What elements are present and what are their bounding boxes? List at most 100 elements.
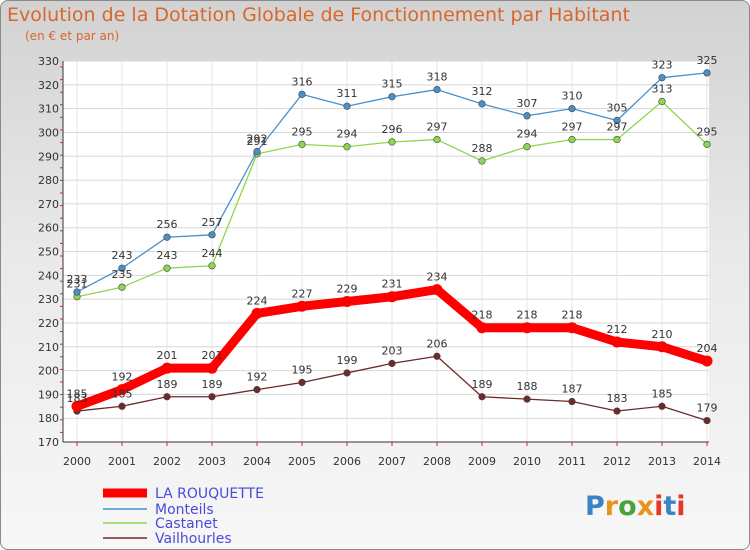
- data-label: 315: [382, 78, 403, 91]
- legend-label: Vailhourles: [155, 531, 232, 547]
- data-point: [386, 291, 398, 303]
- x-tick-label: 2007: [378, 455, 406, 468]
- y-tick-label: 300: [38, 126, 59, 139]
- y-tick-label: 270: [38, 198, 59, 211]
- data-point: [298, 140, 306, 148]
- data-label: 199: [337, 354, 358, 367]
- y-tick-label: 290: [38, 150, 59, 163]
- y-tick-label: 280: [38, 174, 59, 187]
- data-label: 243: [112, 249, 133, 262]
- y-tick-label: 230: [38, 293, 59, 306]
- y-tick-label: 180: [38, 412, 59, 425]
- data-label: 311: [337, 87, 358, 100]
- x-tick-label: 2014: [693, 455, 721, 468]
- data-label: 231: [67, 278, 88, 291]
- data-label: 294: [517, 128, 538, 141]
- data-point: [343, 369, 351, 377]
- data-label: 297: [607, 121, 628, 134]
- x-tick-label: 2002: [153, 455, 181, 468]
- y-tick-label: 220: [38, 317, 59, 330]
- data-point: [163, 393, 171, 401]
- y-tick-label: 250: [38, 246, 59, 259]
- x-tick-label: 2003: [198, 455, 226, 468]
- data-point: [703, 69, 711, 77]
- data-label: 235: [112, 268, 133, 281]
- data-point: [658, 97, 666, 106]
- x-tick-label: 2006: [333, 455, 361, 468]
- data-label: 312: [472, 85, 493, 98]
- data-label: 179: [697, 402, 718, 415]
- data-label: 201: [202, 349, 223, 362]
- data-label: 325: [697, 54, 718, 67]
- data-point: [658, 402, 666, 410]
- data-point: [613, 116, 621, 125]
- data-point: [611, 336, 623, 348]
- data-point: [71, 400, 83, 412]
- data-point: [206, 362, 218, 374]
- data-point: [703, 416, 711, 425]
- data-label: 185: [112, 387, 133, 400]
- data-point: [73, 288, 81, 296]
- data-point: [161, 362, 173, 374]
- data-point: [388, 138, 396, 146]
- data-label: 183: [67, 392, 88, 405]
- data-point: [656, 341, 668, 353]
- legend-label: Monteils: [155, 502, 214, 518]
- data-point: [296, 300, 308, 312]
- data-label: 231: [382, 278, 403, 291]
- data-point: [388, 359, 396, 368]
- data-point: [433, 85, 441, 94]
- y-tick-label: 200: [38, 365, 59, 378]
- x-tick-label: 2013: [648, 455, 676, 468]
- x-tick-label: 2008: [423, 455, 451, 468]
- data-point: [118, 283, 126, 291]
- data-point: [478, 157, 486, 165]
- y-tick-label: 210: [38, 341, 59, 354]
- data-label: 294: [337, 128, 358, 141]
- data-point: [478, 393, 486, 401]
- data-label: 318: [427, 71, 448, 84]
- chart-title: Evolution de la Dotation Globale de Fonc…: [7, 4, 630, 26]
- data-label: 212: [607, 323, 628, 336]
- data-point: [298, 378, 306, 387]
- data-point: [208, 393, 216, 401]
- data-point: [478, 100, 486, 108]
- data-label: 210: [652, 328, 673, 341]
- data-point: [476, 322, 488, 334]
- data-label: 192: [247, 371, 268, 384]
- data-point: [116, 384, 128, 396]
- data-point: [523, 143, 531, 151]
- data-label: 233: [67, 273, 88, 286]
- data-label: 218: [562, 309, 583, 322]
- data-label: 203: [382, 344, 403, 357]
- data-label: 297: [427, 121, 448, 134]
- data-point: [163, 233, 171, 241]
- data-point: [568, 105, 576, 113]
- data-point: [208, 231, 216, 239]
- y-tick-label: 170: [38, 436, 59, 449]
- data-point: [253, 386, 261, 394]
- data-label: 188: [517, 380, 538, 393]
- data-point: [701, 355, 713, 367]
- x-tick-label: 2011: [558, 455, 586, 468]
- data-label: 218: [517, 309, 538, 322]
- data-point: [523, 112, 531, 120]
- data-point: [431, 284, 443, 296]
- data-point: [388, 93, 396, 101]
- data-label: 292: [247, 132, 268, 145]
- data-point: [703, 140, 711, 148]
- data-label: 305: [607, 102, 628, 115]
- y-tick-label: 310: [38, 103, 59, 116]
- data-point: [343, 102, 351, 110]
- data-point: [343, 143, 351, 151]
- x-tick-label: 2010: [513, 455, 541, 468]
- data-point: [433, 135, 441, 144]
- data-label: 296: [382, 123, 403, 136]
- y-tick-label: 320: [38, 79, 59, 92]
- data-label: 192: [112, 371, 133, 384]
- data-label: 297: [562, 121, 583, 134]
- data-point: [613, 407, 621, 415]
- x-tick-label: 2001: [108, 455, 136, 468]
- data-label: 323: [652, 59, 673, 72]
- x-tick-label: 2005: [288, 455, 316, 468]
